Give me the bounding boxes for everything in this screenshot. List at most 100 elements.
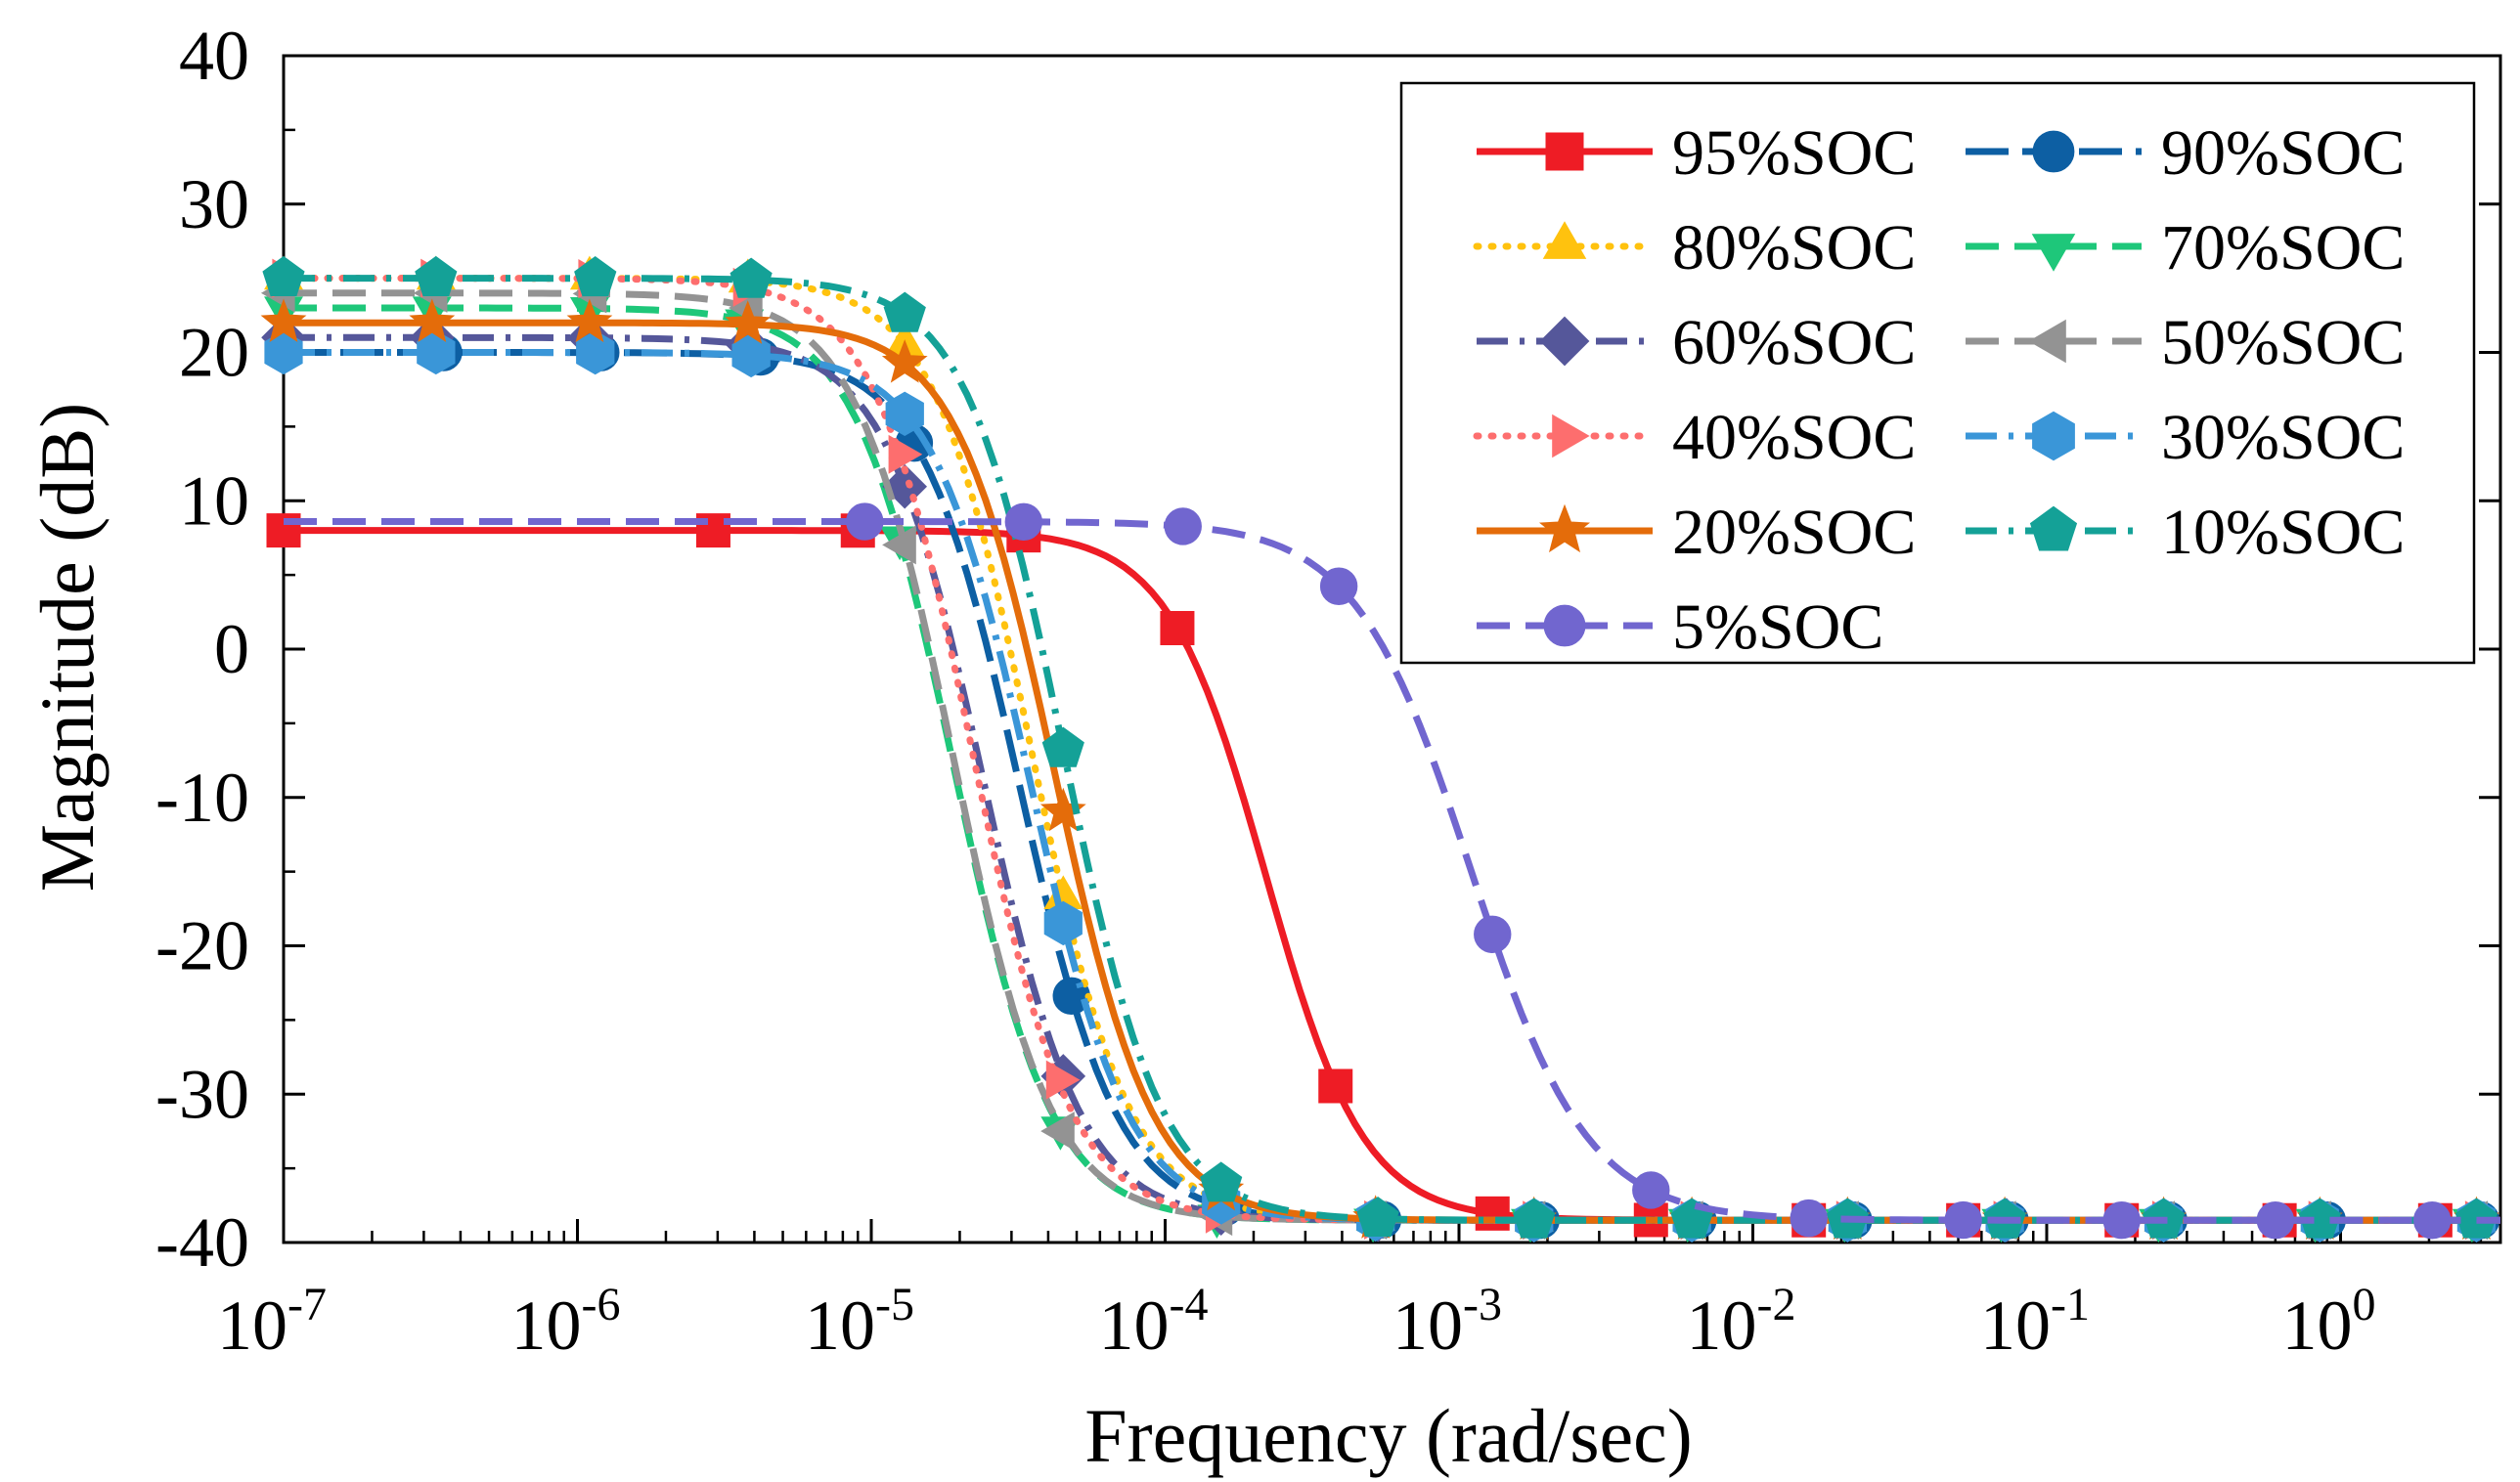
legend-marker xyxy=(2032,411,2075,461)
legend-item: 40%SOC xyxy=(1473,402,1916,473)
data-point xyxy=(729,257,773,298)
legend-label: 40%SOC xyxy=(1672,402,1916,473)
series-line xyxy=(284,518,2500,1224)
y-tick-label: 10 xyxy=(179,461,249,540)
data-point xyxy=(2298,1198,2341,1239)
legend-box xyxy=(1399,81,2476,665)
data-point xyxy=(1160,611,1195,646)
legend-marker xyxy=(2029,505,2078,551)
data-point xyxy=(2454,1198,2498,1239)
legend-label: 70%SOC xyxy=(2161,212,2405,283)
data-point xyxy=(1319,567,1358,605)
data-point xyxy=(1045,1060,1081,1100)
data-point xyxy=(885,391,924,436)
data-point xyxy=(846,502,884,541)
y-axis-title: Magnitude (dB) xyxy=(24,403,110,892)
y-tick-label: 40 xyxy=(179,17,249,95)
legend-marker xyxy=(2032,130,2075,173)
data-point xyxy=(881,339,928,383)
data-point xyxy=(1356,1196,1399,1237)
legend-label: 10%SOC xyxy=(2161,497,2405,568)
legend-marker xyxy=(1539,316,1590,367)
data-point xyxy=(1790,1199,1828,1238)
data-point xyxy=(566,298,613,343)
x-tick-labels: 10-7 10-6 10-5 10-4 10-3 10-2 10-1 100 xyxy=(217,1279,2375,1365)
plot-area xyxy=(260,54,2504,1244)
data-point xyxy=(2256,1201,2295,1240)
data-point xyxy=(1944,1200,1982,1240)
y-tick-label: 0 xyxy=(214,610,249,688)
data-point xyxy=(882,525,916,565)
data-point xyxy=(576,329,615,375)
x-axis-title: Frequency (rad/sec) xyxy=(1084,1393,1693,1478)
legend: 95%SOC 90%SOC 80%SOC 70%SOC 60%SOC 50%SOC 40%S… xyxy=(1399,81,2476,665)
data-point xyxy=(2412,1201,2452,1240)
data-point xyxy=(574,255,617,297)
legend-item: 30%SOC xyxy=(1966,402,2405,473)
x-tick-label: 10-2 xyxy=(1687,1279,1796,1365)
legend-label: 80%SOC xyxy=(1672,212,1916,283)
x-tick-label: 10-3 xyxy=(1393,1279,1502,1365)
data-point xyxy=(725,300,772,344)
legend-item: 70%SOC xyxy=(1966,212,2405,283)
data-point xyxy=(1200,1161,1243,1202)
legend-label: 5%SOC xyxy=(1672,591,1883,663)
y-tick-label: -20 xyxy=(155,907,249,985)
x-tick-label: 10-7 xyxy=(217,1279,327,1365)
data-point xyxy=(409,298,456,343)
legend-label: 20%SOC xyxy=(1672,497,1916,568)
data-point xyxy=(1513,1198,1556,1239)
x-tick-label: 10-1 xyxy=(1980,1279,2090,1365)
data-point xyxy=(264,329,303,375)
y-tick-labels: 40 30 20 10 0 -10 -20 -30 -40 xyxy=(155,17,249,1282)
y-tick-label: -30 xyxy=(155,1055,249,1133)
legend-label: 30%SOC xyxy=(2161,402,2405,473)
data-point xyxy=(1474,915,1512,954)
series-layer xyxy=(260,255,2504,1243)
legend-item: 95%SOC xyxy=(1477,117,1916,189)
data-point xyxy=(883,291,926,332)
data-point xyxy=(731,332,771,378)
data-point xyxy=(2102,1201,2141,1240)
x-tick-label: 10-4 xyxy=(1099,1279,1209,1365)
data-point xyxy=(1040,1112,1075,1152)
legend-marker xyxy=(1538,503,1591,553)
legend-marker xyxy=(1545,132,1584,171)
data-point xyxy=(1475,1196,1510,1231)
legend-label: 60%SOC xyxy=(1672,307,1916,378)
data-point xyxy=(1004,502,1043,542)
data-point xyxy=(1632,1171,1670,1209)
series-10%SOC xyxy=(262,255,2500,1239)
legend-item: 50%SOC xyxy=(1966,307,2405,378)
legend-marker xyxy=(2031,234,2076,272)
legend-label: 50%SOC xyxy=(2161,307,2405,378)
legend-item: 10%SOC xyxy=(1966,497,2405,568)
series-5%SOC xyxy=(284,502,2500,1240)
data-point xyxy=(262,255,305,296)
data-point xyxy=(1318,1068,1353,1104)
legend-marker xyxy=(2028,319,2066,364)
data-point xyxy=(1164,507,1202,545)
legend-marker xyxy=(1543,604,1586,647)
legend-item: 5%SOC xyxy=(1477,591,1883,663)
data-point xyxy=(260,298,307,343)
x-tick-label: 100 xyxy=(2282,1279,2376,1365)
x-tick-label: 10-6 xyxy=(511,1279,621,1365)
y-tick-label: 20 xyxy=(179,314,249,392)
y-tick-label: -40 xyxy=(155,1203,249,1282)
data-point xyxy=(1041,726,1084,767)
legend-label: 90%SOC xyxy=(2161,117,2405,189)
y-tick-label: -10 xyxy=(155,759,249,837)
legend-item: 80%SOC xyxy=(1473,212,1916,283)
legend-label: 95%SOC xyxy=(1672,117,1916,189)
y-tick-label: 30 xyxy=(179,165,249,243)
legend-entries: 95%SOC 90%SOC 80%SOC 70%SOC 60%SOC 50%SOC 40%S… xyxy=(1473,117,2405,663)
data-point xyxy=(1039,787,1086,832)
data-point xyxy=(888,434,923,474)
x-tick-label: 10-5 xyxy=(805,1279,914,1365)
data-point xyxy=(415,255,458,296)
legend-item: 20%SOC xyxy=(1477,497,1916,568)
legend-marker xyxy=(1542,221,1587,259)
legend-item: 60%SOC xyxy=(1477,307,1916,378)
